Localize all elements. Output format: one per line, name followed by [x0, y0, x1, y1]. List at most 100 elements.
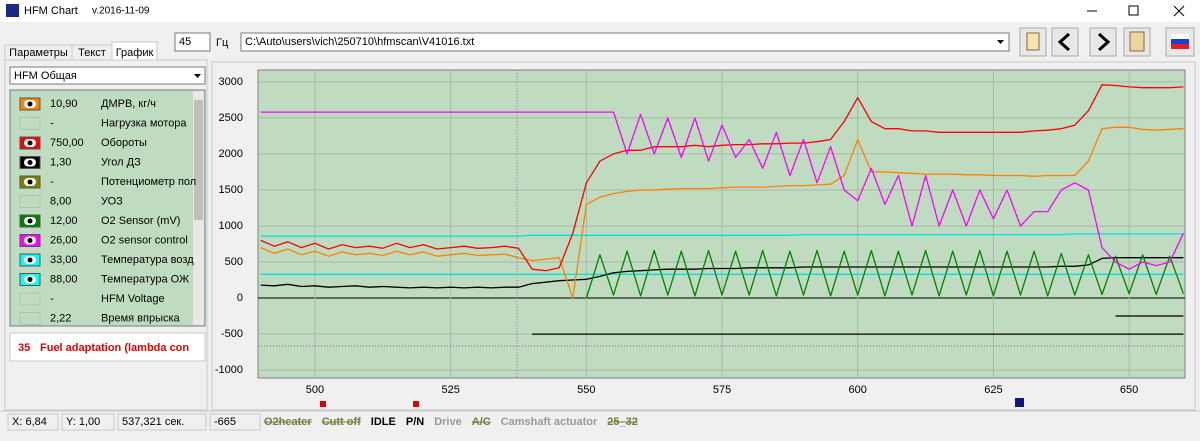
series-line: [260, 126, 1184, 299]
param-value: 33,00: [50, 254, 78, 266]
eye-icon: [27, 179, 33, 185]
status-text: 537,321 сек.: [122, 416, 184, 428]
y-tick-label: 1000: [219, 220, 243, 232]
x-tick-label: 650: [1120, 384, 1138, 396]
x-tick-label: 575: [713, 384, 731, 396]
close-button[interactable]: [1173, 5, 1185, 17]
param-value: 12,00: [50, 215, 78, 227]
copy-icon: [1129, 31, 1145, 52]
message-text: Fuel adaptation (lambda con: [40, 342, 189, 354]
preset-name: HFM Общая: [14, 70, 77, 82]
y-tick-label: 500: [225, 256, 243, 268]
preset-arrow: [194, 74, 201, 78]
x-tick-label: 625: [984, 384, 1002, 396]
series-line: [260, 233, 1184, 237]
param-name: УОЗ: [101, 195, 123, 207]
param-name: O2 Sensor (mV): [101, 215, 180, 227]
param-value: 26,00: [50, 234, 78, 246]
x-tick-label: 500: [306, 384, 324, 396]
eye-icon: [27, 160, 33, 165]
preset-combo[interactable]: [9, 66, 206, 85]
param-name: O2 sensor control: [101, 234, 188, 246]
status-field: [61, 413, 115, 431]
eye-icon: [27, 218, 33, 224]
eye-icon: [27, 257, 33, 263]
combo-arrow: [997, 40, 1004, 44]
param-swatch[interactable]: [19, 117, 41, 130]
tab-label: Параметры: [9, 47, 68, 59]
scroll-thumb[interactable]: [194, 100, 203, 220]
next-button[interactable]: [1089, 27, 1117, 57]
param-name: Потенциометр пол: [101, 176, 196, 188]
param-name: Обороты: [101, 137, 147, 149]
param-name: Температура ОЖ: [101, 273, 189, 285]
status-flag: IDLE: [371, 416, 396, 428]
window-title: HFM Chart: [24, 5, 78, 17]
param-name: ДМРВ, кг/ч: [101, 98, 156, 110]
param-value: 2,22: [50, 312, 71, 324]
flag-blue: [1171, 39, 1189, 44]
plot-area: [257, 69, 1186, 379]
event-marker: [1015, 398, 1024, 407]
param-value: -: [50, 117, 54, 129]
toolbar-buttons: [1019, 27, 1195, 57]
param-name: HFM Voltage: [101, 293, 165, 305]
file-path: C:\Auto\users\vich\250710\hfmscan\V41016…: [245, 36, 474, 48]
status-field: [7, 413, 59, 431]
x-tick-label: 600: [849, 384, 867, 396]
rate-value: 45: [179, 36, 191, 48]
chart: 3000 2500 2000 1500 1000 500 0 -500 -1000 500 525 5…: [215, 69, 1186, 396]
param-value: -: [50, 293, 54, 305]
param-name: Температура возд: [101, 254, 194, 266]
param-rows: 10,90 ДМРВ, кг/ч - Нагрузка мотора 750,00 Обо…: [19, 97, 196, 325]
rate-unit: Гц: [216, 37, 229, 49]
status-text: Y: 1,00: [66, 416, 100, 428]
param-swatch[interactable]: [19, 312, 41, 325]
file-combo[interactable]: [240, 32, 1010, 52]
param-value: 750,00: [50, 137, 84, 149]
rate-input[interactable]: [174, 32, 211, 52]
y-tick-label: 2500: [219, 112, 243, 124]
param-name: Время впрыска: [101, 312, 181, 324]
next-icon: [1098, 32, 1111, 52]
y-tick-label: -1000: [215, 364, 243, 376]
flag-white: [1171, 34, 1189, 39]
y-tick-label: 2000: [219, 148, 243, 160]
eye-icon: [27, 277, 33, 282]
app-icon: [6, 4, 19, 17]
flag-red: [1171, 44, 1189, 49]
param-name: Нагрузка мотора: [101, 117, 187, 129]
status-flag: Camshaft actuator: [501, 416, 598, 428]
param-list: [9, 89, 206, 327]
maximize-button[interactable]: [1128, 5, 1139, 16]
window-version: v.2016-11-09: [92, 6, 150, 17]
message-box: [9, 332, 206, 362]
y-tick-label: -500: [221, 328, 243, 340]
prev-icon: [1057, 32, 1070, 52]
param-value: 10,90: [50, 98, 78, 110]
eye-icon: [27, 101, 33, 107]
status-bar: X: 6,84 Y: 1,00 537,321 сек. -665 O2heater Cu…: [0, 410, 1200, 431]
param-value: -: [50, 176, 54, 188]
y-tick-label: 0: [237, 292, 243, 304]
series-line: [585, 249, 1185, 299]
event-marker: [413, 401, 419, 407]
param-swatch[interactable]: [19, 195, 41, 208]
title-bar: [0, 0, 1200, 22]
y-tick-label: 3000: [219, 76, 243, 88]
status-text: -665: [214, 416, 236, 428]
x-tick-label: 525: [441, 384, 459, 396]
param-name: Угол ДЗ: [101, 156, 141, 168]
status-flag: Drive: [434, 416, 462, 428]
prev-button[interactable]: [1051, 27, 1079, 57]
param-swatch[interactable]: [19, 292, 41, 306]
eye-icon: [27, 238, 33, 243]
tab-label: Текст: [78, 47, 106, 59]
param-value: 1,30: [50, 156, 71, 168]
y-tick-label: 1500: [219, 184, 243, 196]
status-flag: P/N: [406, 416, 424, 428]
tabs: Параметры Текст График: [4, 41, 158, 62]
status-field: [117, 413, 207, 431]
message-number: 35: [18, 342, 30, 354]
